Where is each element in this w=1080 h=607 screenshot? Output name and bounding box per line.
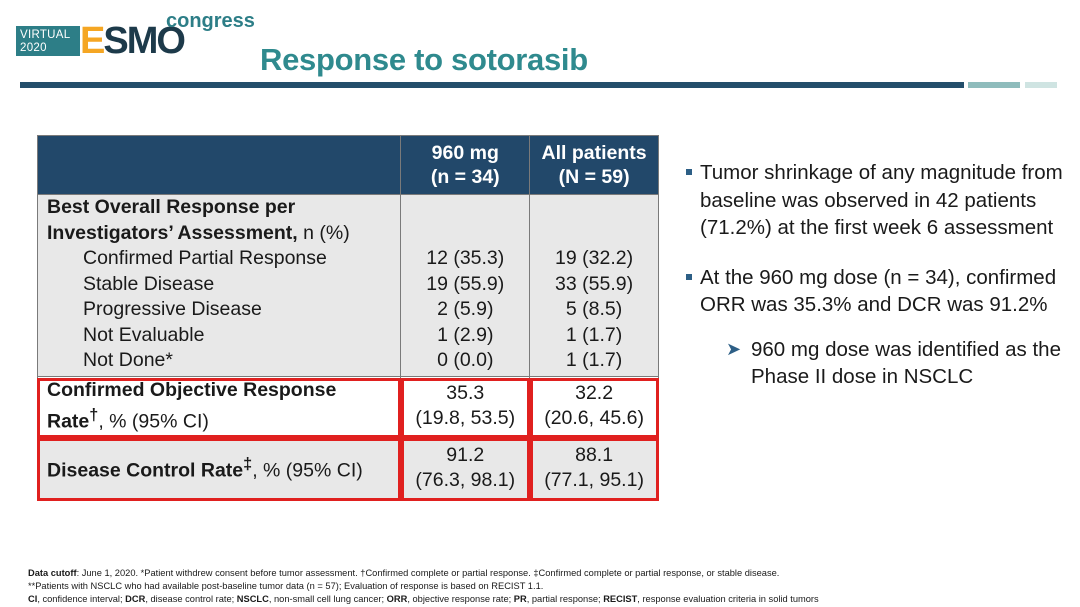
- row-label: Not Evaluable: [83, 323, 205, 346]
- orr-highlight-label: [37, 378, 401, 438]
- cell-value: 2 (5.9): [437, 298, 494, 320]
- dcr-highlight-960mg: [401, 438, 530, 501]
- row-label: Progressive Disease: [83, 298, 262, 320]
- bullet-item: Tumor shrinkage of any magnitude from ba…: [684, 159, 1074, 242]
- cell-value: 19 (55.9): [426, 272, 505, 295]
- section-title: Best Overall Response per: [47, 196, 296, 218]
- row-label: Not Done*: [83, 349, 173, 371]
- header-cell-960mg: 960 mg (n = 34): [400, 135, 531, 195]
- cell-value: 12 (35.3): [426, 247, 505, 269]
- virtual-label: VIRTUAL: [20, 29, 71, 41]
- response-table: 960 mg (n = 34) All patients (N = 59) Be…: [36, 135, 659, 500]
- dcr-label: Disease Control Rate‡, % (95% CI): [36, 435, 402, 500]
- congress-wordmark: congress: [166, 10, 255, 32]
- virtual-badge: VIRTUAL 2020: [16, 26, 80, 56]
- title-rule: [20, 82, 964, 88]
- dcr-row: Disease Control Rate‡, % (95% CI) 91.2 (…: [36, 435, 659, 500]
- footnote-line: Data cutoff: June 1, 2020. *Patient with…: [28, 568, 780, 578]
- congress-logo: VIRTUAL 2020 ESMO congress: [16, 10, 255, 62]
- dcr-value-960mg: 91.2 (76.3, 98.1): [400, 435, 531, 500]
- dcr-highlight-label: [37, 438, 401, 501]
- footnotes: Data cutoff: June 1, 2020. *Patient with…: [28, 567, 1068, 605]
- square-bullet-icon: [686, 169, 692, 175]
- cell-value: 33 (55.9): [555, 272, 634, 295]
- square-bullet-icon: [686, 273, 692, 280]
- table-header-row: 960 mg (n = 34) All patients (N = 59): [36, 135, 659, 195]
- orr-highlight-960mg: [401, 378, 530, 438]
- best-overall-response-row: Best Overall Response per Investigators’…: [36, 194, 659, 377]
- sub-bullet-item: ➤ 960 mg dose was identified as the Phas…: [726, 337, 1061, 389]
- key-findings: Tumor shrinkage of any magnitude from ba…: [684, 159, 1074, 391]
- esmo-wordmark: ESMO: [80, 20, 186, 62]
- title-rule-accent-light: [1025, 82, 1057, 88]
- cell-value: 1 (2.9): [437, 323, 494, 346]
- bullet-item: At the 960 mg dose (n = 34), confirmed O…: [684, 264, 1074, 319]
- row-label: Stable Disease: [83, 272, 215, 295]
- cell-value: 19 (32.2): [555, 247, 634, 269]
- slide-title: Response to sotorasib: [260, 42, 588, 77]
- footnote-line: **Patients with NSCLC who had available …: [28, 580, 544, 591]
- cell-value: 0 (0.0): [437, 349, 494, 371]
- header-cell-empty: [36, 135, 402, 195]
- cell-value: 1 (1.7): [565, 323, 623, 346]
- dcr-value-all-patients: 88.1 (77.1, 95.1): [529, 435, 659, 500]
- dcr-highlight-all: [530, 438, 659, 501]
- cell-value: 1 (1.7): [565, 349, 623, 371]
- orr-row: Confirmed Objective Response Rate†, % (9…: [36, 375, 659, 437]
- arrow-bullet-icon: ➤: [726, 338, 742, 359]
- values-all-patients: 19 (32.2) 33 (55.9) 5 (8.5) 1 (1.7) 1 (1…: [529, 194, 659, 377]
- orr-label: Confirmed Objective Response Rate†, % (9…: [36, 375, 402, 437]
- values-960mg: 12 (35.3) 19 (55.9) 2 (5.9) 1 (2.9) 0 (0…: [400, 194, 531, 377]
- orr-highlight-all: [530, 378, 659, 438]
- cell-value: 5 (8.5): [565, 298, 623, 320]
- row-label: Confirmed Partial Response: [83, 247, 327, 269]
- virtual-year: 2020: [20, 42, 47, 54]
- best-overall-response-labels: Best Overall Response per Investigators’…: [36, 194, 402, 377]
- header-cell-all-patients: All patients (N = 59): [529, 135, 659, 195]
- orr-value-all-patients: 32.2 (20.6, 45.6): [529, 375, 659, 437]
- title-rule-accent: [968, 82, 1020, 88]
- footnote-abbreviations: CI, confidence interval; DCR, disease co…: [28, 593, 819, 604]
